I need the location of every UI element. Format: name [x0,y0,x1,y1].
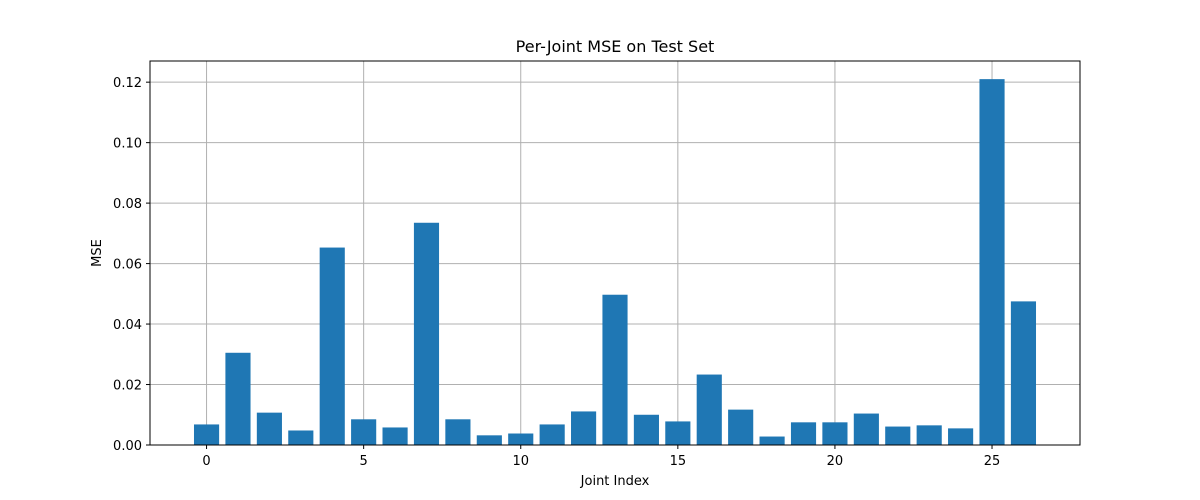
axis-ticks: 0 5 10 15 20 25 0.00 0.02 0.04 0.06 0.08 0.10 0.12 [113,76,1000,469]
bar [979,79,1005,446]
bar [633,414,659,445]
x-axis-title: Joint Index [580,474,650,489]
bar [916,425,942,445]
bar [571,411,597,445]
x-tick-label: 25 [984,454,1001,469]
x-tick-label: 20 [827,454,844,469]
y-tick-label: 0.08 [113,197,142,212]
bar [476,435,502,445]
y-tick-label: 0.04 [113,318,142,333]
bar [288,430,314,445]
bar [445,419,471,445]
bar [602,294,628,445]
bar [1010,301,1037,445]
bar [696,374,722,445]
bar [193,424,220,445]
bar [790,422,817,445]
bar [256,412,282,445]
plot-frame [149,60,1081,446]
bar [822,422,848,445]
y-tick-label: 0.10 [113,137,142,152]
y-tick-label: 0.02 [113,379,142,394]
bar [885,426,911,445]
y-tick-label: 0.12 [113,76,142,91]
chart-title: Per-Joint MSE on Test Set [516,37,715,56]
bar [665,421,691,445]
bar [225,352,251,445]
x-tick-label: 10 [512,454,529,469]
bars [193,79,1037,446]
bar [948,428,974,445]
bar [319,247,345,445]
bar [539,424,565,445]
y-axis-title: MSE [90,239,105,267]
bar [351,419,377,445]
bar [382,427,408,445]
bar [508,433,534,445]
y-tick-label: 0.06 [113,258,142,273]
x-tick-label: 15 [670,454,687,469]
bar [728,409,754,445]
bar [759,436,785,445]
bar [413,222,440,445]
bar [853,413,879,445]
x-tick-label: 5 [360,454,368,469]
y-tick-label: 0.00 [113,439,142,454]
x-tick-label: 0 [202,454,210,469]
